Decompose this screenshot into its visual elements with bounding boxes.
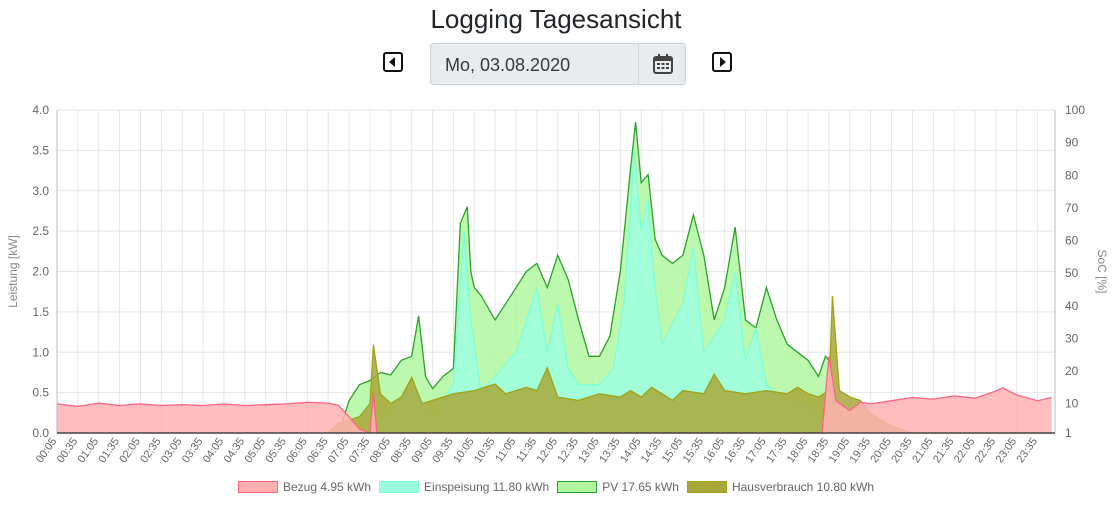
legend-swatch	[379, 481, 420, 493]
x-tick-label: 22:05	[952, 436, 978, 465]
series-hausverbrauch-area	[328, 296, 1052, 433]
x-tick-label: 08:05	[368, 436, 394, 465]
x-tick-label: 16:05	[701, 436, 727, 465]
legend-item[interactable]: Einspeisung 11.80 kWh	[379, 480, 549, 494]
x-tick-label: 14:35	[639, 436, 665, 465]
x-tick-label: 08:35	[389, 436, 415, 465]
y2-axis-label: SoC [%]	[1095, 249, 1109, 293]
x-tick-label: 12:05	[535, 436, 561, 465]
series-pv-line	[338, 122, 871, 434]
x-tick-label: 15:35	[681, 436, 707, 465]
y-tick-label: 0.5	[32, 386, 49, 400]
y2-tick-label: 80	[1065, 168, 1079, 182]
y2-tick-label: 70	[1065, 201, 1079, 215]
legend-swatch	[686, 481, 727, 493]
caret-left-icon	[389, 57, 395, 67]
x-tick-label: 15:05	[660, 436, 686, 465]
x-tick-label: 09:35	[430, 436, 456, 465]
series-einspeisung-area	[370, 150, 829, 433]
x-tick-label: 18:35	[806, 436, 832, 465]
legend-swatch	[557, 481, 598, 493]
legend-swatch	[237, 481, 278, 493]
x-tick-label: 00:35	[55, 436, 81, 465]
x-tick-label: 07:35	[347, 436, 373, 465]
x-tick-label: 03:35	[180, 436, 206, 465]
x-tick-label: 13:35	[597, 436, 623, 465]
y-tick-label: 3.0	[32, 184, 49, 198]
x-tick-label: 11:35	[514, 436, 539, 465]
y2-tick-label: 50	[1065, 266, 1079, 280]
x-tick-label: 17:35	[764, 436, 790, 465]
legend-label: PV 17.65 kWh	[602, 480, 679, 494]
x-tick-label: 12:35	[555, 436, 581, 465]
calendar-button[interactable]	[638, 44, 687, 84]
x-tick-label: 04:05	[201, 436, 227, 465]
y-tick-label: 3.5	[32, 143, 49, 157]
y2-tick-label: 90	[1065, 136, 1079, 150]
x-tick-label: 21:05	[910, 436, 936, 465]
x-tick-label: 20:35	[889, 436, 915, 465]
x-tick-label: 03:05	[159, 436, 185, 465]
x-tick-label: 02:05	[117, 436, 143, 465]
x-tick-label: 13:05	[576, 436, 602, 465]
x-tick-label: 10:05	[451, 436, 477, 465]
x-tick-label: 04:35	[222, 436, 248, 465]
legend-item[interactable]: Bezug 4.95 kWh	[237, 480, 372, 494]
y2-tick-label: 30	[1065, 331, 1079, 345]
x-tick-label: 05:05	[242, 436, 268, 465]
date-field[interactable]: Mo, 03.08.2020	[445, 55, 571, 75]
x-tick-label: 06:35	[305, 436, 331, 465]
y-tick-label: 1.5	[32, 305, 49, 319]
x-tick-label: 16:35	[722, 436, 748, 465]
series-einspeisung-line	[369, 150, 830, 434]
page-title: Logging Tagesansicht	[430, 4, 682, 34]
legend-label: Hausverbrauch 10.80 kWh	[731, 480, 875, 494]
x-tick-label: 20:05	[868, 436, 894, 465]
y2-tick-label: 60	[1065, 234, 1079, 248]
calendar-icon	[653, 54, 673, 74]
power-chart: 00:0500:3501:0501:3502:0502:3503:0503:35…	[6, 103, 1109, 465]
y-tick-label: 4.0	[32, 103, 49, 117]
x-tick-label: 10:35	[472, 436, 498, 465]
x-tick-label: 01:35	[96, 436, 122, 465]
y-tick-label: 2.0	[32, 265, 49, 279]
legend-item[interactable]: PV 17.65 kWh	[557, 480, 679, 494]
x-tick-label: 23:05	[994, 436, 1020, 465]
x-tick-label: 05:35	[263, 436, 289, 465]
x-tick-label: 23:35	[1014, 436, 1040, 465]
y-tick-label: 2.5	[32, 224, 49, 238]
x-tick-label: 00:05	[34, 436, 60, 465]
x-tick-label: 19:35	[848, 436, 874, 465]
y2-tick-label: 40	[1065, 299, 1079, 313]
x-tick-label: 06:05	[284, 436, 310, 465]
y-tick-label: 0.0	[32, 426, 49, 440]
x-tick-label: 02:35	[138, 436, 164, 465]
y2-tick-label: 100	[1065, 103, 1085, 117]
x-tick-label: 22:35	[973, 436, 999, 465]
series-bezug-line	[56, 356, 1052, 434]
x-tick-label: 18:05	[785, 436, 811, 465]
x-tick-label: 09:05	[409, 436, 435, 465]
caret-right-icon	[720, 57, 726, 67]
legend-label: Bezug 4.95 kWh	[282, 480, 372, 494]
x-tick-label: 14:05	[618, 436, 644, 465]
legend-item[interactable]: Hausverbrauch 10.80 kWh	[686, 480, 875, 494]
x-tick-label: 21:35	[931, 436, 957, 465]
previous-day-button[interactable]	[383, 52, 403, 72]
x-tick-label: 11:05	[493, 436, 518, 465]
x-tick-label: 07:05	[326, 436, 352, 465]
next-day-button[interactable]	[712, 52, 732, 72]
y2-tick-label: 1	[1065, 426, 1072, 440]
y2-tick-label: 10	[1065, 397, 1079, 411]
y-tick-label: 1.0	[32, 345, 49, 359]
x-tick-label: 19:05	[827, 436, 853, 465]
x-tick-label: 17:05	[743, 436, 769, 465]
y-axis-label: Leistung [kW]	[6, 235, 20, 308]
series-bezug-area	[57, 356, 1052, 433]
x-tick-label: 01:05	[76, 436, 102, 465]
chart-legend: Bezug 4.95 kWh Einspeisung 11.80 kWh PV 17…	[0, 480, 1112, 494]
y2-tick-label: 20	[1065, 364, 1079, 378]
legend-label: Einspeisung 11.80 kWh	[424, 480, 550, 494]
date-picker[interactable]: Mo, 03.08.2020	[430, 43, 686, 85]
